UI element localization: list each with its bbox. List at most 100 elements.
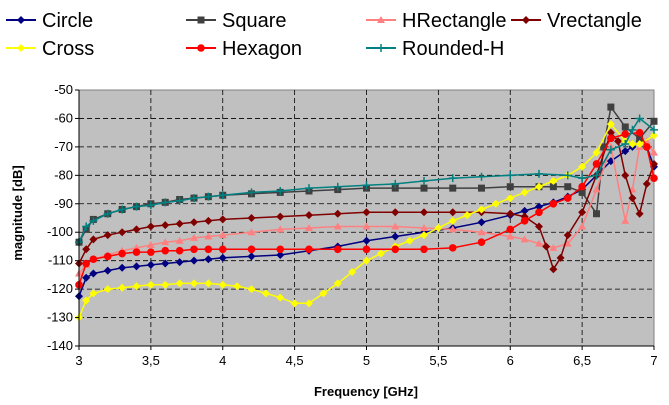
data-point bbox=[190, 194, 198, 203]
data-point bbox=[276, 293, 285, 302]
data-point bbox=[103, 231, 112, 240]
data-point bbox=[578, 162, 587, 171]
data-point bbox=[175, 279, 184, 288]
y-tick-label: -90 bbox=[54, 196, 73, 211]
x-tick-label: 7 bbox=[650, 353, 657, 368]
data-point bbox=[376, 249, 385, 258]
data-point bbox=[276, 225, 285, 233]
data-point bbox=[17, 16, 25, 24]
data-point bbox=[175, 246, 184, 255]
data-point bbox=[362, 181, 371, 190]
data-point bbox=[377, 16, 385, 23]
data-point bbox=[549, 243, 558, 251]
x-tick-label: 3 bbox=[75, 353, 82, 368]
data-point bbox=[621, 147, 630, 156]
data-point bbox=[175, 219, 184, 228]
data-point bbox=[448, 225, 457, 233]
data-point bbox=[448, 244, 457, 252]
legend-item-vrectangle: Vrectangle bbox=[511, 10, 642, 32]
legend-label: Hexagon bbox=[222, 38, 302, 60]
data-point bbox=[89, 255, 98, 264]
data-point bbox=[614, 137, 623, 146]
data-point bbox=[333, 222, 342, 230]
data-point bbox=[362, 245, 371, 254]
data-point bbox=[333, 279, 342, 288]
data-point bbox=[197, 16, 205, 24]
data-point bbox=[305, 245, 313, 254]
data-point bbox=[391, 232, 400, 241]
data-point bbox=[89, 289, 98, 298]
data-point bbox=[564, 183, 572, 191]
data-point bbox=[247, 188, 256, 197]
data-point bbox=[276, 245, 285, 254]
data-point bbox=[391, 184, 399, 192]
data-point bbox=[506, 194, 515, 203]
y-tick-label: -120 bbox=[47, 281, 73, 296]
data-point bbox=[146, 280, 155, 289]
data-point bbox=[132, 282, 141, 291]
data-point bbox=[190, 279, 198, 288]
data-point bbox=[247, 245, 256, 254]
data-point bbox=[578, 188, 586, 196]
data-point bbox=[535, 169, 543, 178]
data-point bbox=[621, 130, 630, 138]
data-point bbox=[103, 252, 112, 261]
data-point bbox=[118, 228, 127, 237]
data-point bbox=[592, 160, 601, 168]
data-point bbox=[89, 216, 98, 225]
data-point bbox=[578, 208, 587, 217]
data-point bbox=[535, 182, 543, 191]
legend-label: HRectangle bbox=[402, 10, 507, 32]
legend-item-rounded-h: Rounded-H bbox=[366, 38, 504, 60]
data-point bbox=[348, 268, 357, 277]
data-point bbox=[218, 245, 227, 254]
data-point bbox=[463, 211, 472, 220]
data-point bbox=[146, 241, 155, 249]
legend-item-square: Square bbox=[186, 10, 287, 32]
data-point bbox=[592, 171, 601, 180]
data-point bbox=[628, 125, 637, 134]
data-point bbox=[190, 218, 198, 227]
data-point bbox=[642, 179, 651, 188]
data-point bbox=[506, 171, 515, 180]
y-tick-label: -130 bbox=[47, 310, 73, 325]
data-point bbox=[578, 174, 587, 183]
data-point bbox=[161, 259, 170, 268]
data-point bbox=[628, 194, 637, 203]
data-point bbox=[520, 235, 529, 243]
data-point bbox=[132, 225, 141, 234]
data-point bbox=[549, 177, 558, 186]
data-point bbox=[563, 194, 572, 202]
data-point bbox=[197, 44, 205, 52]
legend-label: Circle bbox=[42, 10, 93, 32]
data-point bbox=[319, 289, 328, 298]
data-point bbox=[204, 216, 213, 225]
data-point bbox=[635, 140, 644, 149]
data-point bbox=[592, 185, 601, 193]
x-tick-label: 4,5 bbox=[286, 353, 304, 368]
data-point bbox=[190, 256, 198, 265]
legend-label: Rounded-H bbox=[402, 38, 504, 60]
data-point bbox=[477, 218, 486, 227]
data-point bbox=[506, 232, 515, 240]
legend-label: Square bbox=[222, 10, 287, 32]
data-point bbox=[563, 239, 572, 247]
data-point bbox=[103, 266, 112, 275]
data-point bbox=[333, 245, 342, 254]
y-tick-label: -110 bbox=[48, 253, 73, 268]
data-point bbox=[391, 222, 400, 230]
data-point bbox=[305, 299, 313, 308]
data-point bbox=[190, 233, 198, 241]
data-point bbox=[636, 134, 644, 142]
data-point bbox=[261, 289, 270, 298]
data-point bbox=[118, 283, 127, 292]
data-point bbox=[276, 250, 285, 259]
data-point bbox=[82, 273, 91, 282]
data-point bbox=[606, 128, 615, 137]
data-point bbox=[643, 143, 651, 151]
data-point bbox=[132, 202, 141, 211]
y-tick-label: -60 bbox=[54, 110, 73, 125]
data-point bbox=[635, 128, 644, 137]
data-point bbox=[549, 183, 557, 191]
data-point bbox=[563, 231, 572, 240]
